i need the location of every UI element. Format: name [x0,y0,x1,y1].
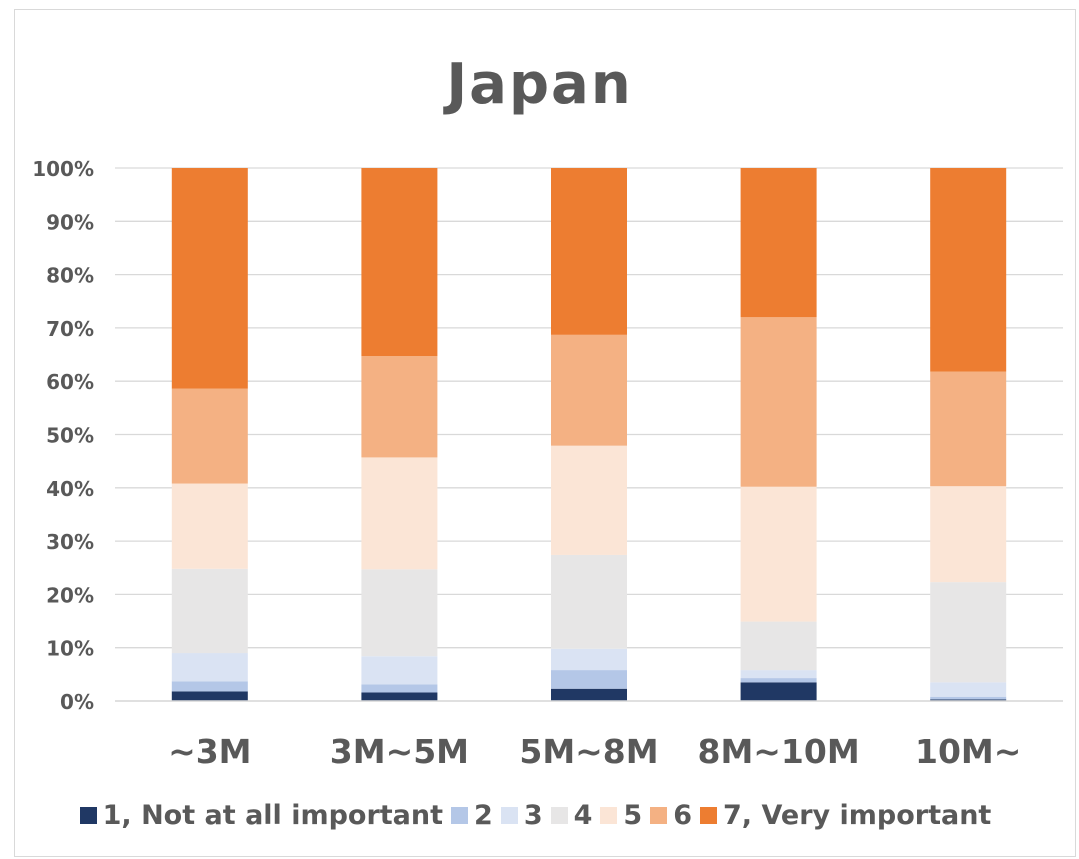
bar-segment-3M~5M-1 [361,692,438,701]
legend-swatch [700,807,718,824]
bar-segment-~3M-7 [171,168,248,389]
bar-segment-5M~8M-7 [551,168,627,335]
y-tick-label: 70% [46,317,94,341]
legend-swatch [550,807,568,824]
bar-segment-3M~5M-6 [361,356,438,458]
y-tick-label: 50% [46,424,94,448]
legend-item: 4 [550,800,593,831]
y-tick-label: 80% [46,264,94,288]
bar-segment-~3M-2 [171,681,248,692]
legend-item: 2 [451,800,493,831]
bar-segment-8M~10M-3 [740,670,817,679]
bar-segment-5M~8M-4 [551,554,627,649]
bar-segment-~3M-5 [171,483,248,569]
y-tick-label: 0% [60,690,94,714]
bar-segment-~3M-4 [171,568,248,654]
y-tick-label: 100% [32,157,94,181]
bar-segment-5M~8M-5 [551,445,627,555]
bar-segment-10M~-3 [930,682,1007,697]
legend-swatch [500,807,518,824]
bar-segment-3M~5M-3 [361,656,438,685]
bar-segment-8M~10M-5 [740,486,817,622]
legend-item: 3 [500,800,543,831]
legend-label: 1, Not at all important [102,800,444,831]
legend-item: 5 [600,800,642,831]
bar-segment-3M~5M-2 [361,684,438,693]
bar-segment-10M~-4 [930,582,1007,683]
bar-segment-~3M-6 [171,388,248,484]
bar-segment-8M~10M-1 [740,682,817,701]
x-tick-label: 3M~5M [330,732,469,771]
bar-segment-~3M-3 [171,653,248,682]
bar-segment-5M~8M-2 [551,670,627,689]
bar-segment-10M~-2 [930,696,1007,700]
legend-item: 7, Very important [700,800,991,831]
x-tick-label: 8M~10M [697,732,859,771]
y-tick-label: 60% [46,370,94,394]
legend-label: 4 [573,800,593,831]
bar-segment-10M~-1 [930,699,1007,701]
bar-segment-3M~5M-5 [361,457,438,570]
chart-legend: 1, Not at all important 2 3 4 5 6 7, Very impo… [0,800,1079,831]
legend-swatch [600,807,618,824]
x-tick-label: ~3M [168,732,251,771]
y-tick-label: 30% [46,530,94,554]
legend-label: 3 [523,800,543,831]
bar-segment-10M~-5 [930,486,1007,583]
legend-label: 2 [474,800,493,831]
x-tick-label: 10M~ [915,732,1021,771]
legend-swatch [79,807,97,824]
bar-segment-5M~8M-6 [551,334,627,446]
bar-segment-3M~5M-4 [361,569,438,657]
y-tick-label: 10% [46,637,94,661]
legend-label: 7, Very important [723,800,992,831]
legend-swatch [650,807,668,824]
legend-item: 6 [650,800,692,831]
chart-title: Japan [446,52,633,117]
bar-segment-~3M-1 [171,691,248,701]
legend-label: 5 [623,800,643,831]
y-tick-label: 20% [46,583,94,607]
bar-segment-8M~10M-6 [740,317,817,487]
bar-segment-5M~8M-1 [551,688,627,701]
x-tick-label: 5M~8M [519,732,658,771]
bar-segment-8M~10M-2 [740,678,817,683]
legend-swatch [451,807,469,824]
y-tick-label: 40% [46,477,94,501]
bar-segment-8M~10M-4 [740,621,817,671]
bar-segment-3M~5M-7 [361,168,438,357]
y-tick-label: 90% [46,210,94,234]
bar-segment-10M~-7 [930,168,1007,372]
legend-item: 1, Not at all important [79,800,444,831]
bar-segment-10M~-6 [930,371,1007,487]
bar-segment-5M~8M-3 [551,648,627,671]
legend-label: 6 [673,800,693,831]
bar-segment-8M~10M-7 [740,168,817,318]
